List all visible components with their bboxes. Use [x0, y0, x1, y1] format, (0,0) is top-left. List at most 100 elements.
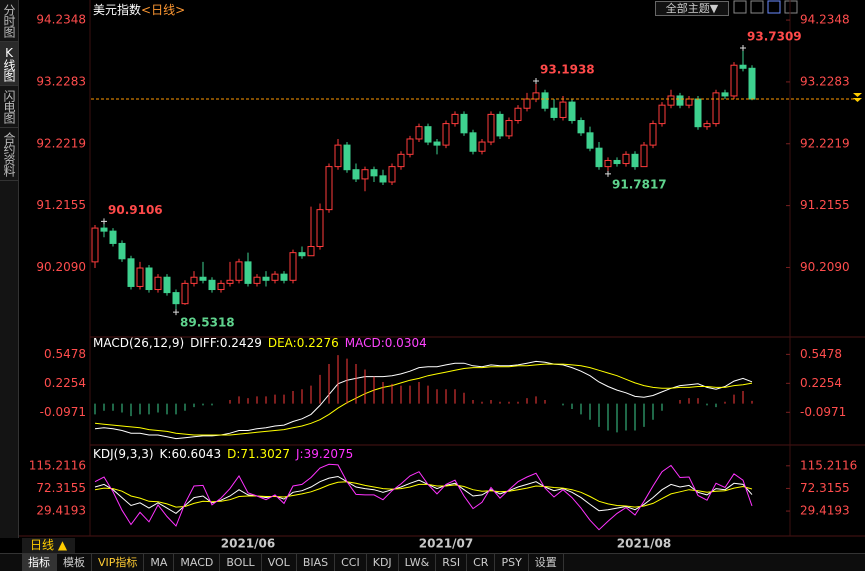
theme-button[interactable]: 全部主题▼: [655, 1, 729, 16]
candle-body: [235, 261, 243, 281]
y-tick-label: 94.2348: [36, 13, 86, 27]
extreme-marker: [740, 45, 746, 52]
candle-body: [613, 159, 621, 165]
y-tick-label: 72.3155: [36, 481, 86, 495]
y-tick-label: 94.2348: [800, 13, 850, 27]
candle-body: [352, 169, 360, 180]
candle-body: [406, 138, 414, 155]
candle-body: [577, 120, 585, 134]
candle-body: [343, 144, 351, 171]
sidebar-item[interactable]: 闪电图: [0, 86, 18, 128]
candle-body: [226, 279, 234, 284]
candle-body: [523, 98, 531, 109]
tab[interactable]: BOLL: [220, 554, 262, 571]
y-tick-label: 91.2155: [800, 198, 850, 212]
candle-body: [703, 123, 711, 128]
candle-body: [460, 113, 468, 134]
sidebar: 分时图 K线图 闪电图 合约资料: [0, 0, 19, 538]
candle-body: [370, 169, 378, 177]
y-tick-label: 0.2254: [44, 376, 86, 390]
icon[interactable]: [750, 0, 764, 14]
x-tick-label: 2021/07: [419, 537, 473, 551]
legend-value: 0.2276: [297, 336, 339, 350]
candle-body: [208, 279, 216, 291]
sidebar-item[interactable]: 分时图: [0, 0, 18, 42]
tab[interactable]: CR: [467, 554, 496, 571]
candle-body: [244, 261, 252, 284]
candle-body: [154, 276, 162, 291]
candle-body: [640, 144, 648, 168]
y-tick-label: 0.2254: [800, 376, 842, 390]
tab[interactable]: KDJ: [367, 554, 399, 571]
y-tick-label: -0.0971: [800, 405, 846, 419]
candle-body: [127, 258, 135, 287]
candle-body: [532, 92, 540, 100]
indicator-line: [94, 481, 753, 508]
candle-body: [379, 175, 387, 183]
y-tick-label: 90.2090: [36, 260, 86, 274]
sidebar-item[interactable]: K线图: [0, 42, 18, 86]
candle-body: [604, 159, 612, 168]
tab[interactable]: RSI: [436, 554, 468, 571]
legend-name: K:: [160, 447, 172, 461]
candle-body: [505, 120, 513, 137]
extreme-label: 91.7817: [612, 177, 667, 191]
tab[interactable]: MA: [144, 554, 175, 571]
candle-body: [541, 92, 549, 109]
candle-body: [667, 95, 675, 106]
extreme-marker: [101, 218, 107, 225]
candle-body: [262, 276, 270, 281]
candle-body: [496, 113, 504, 137]
last-price-marker: [853, 93, 862, 103]
x-tick-label: 2021/08: [617, 537, 671, 551]
y-tick-label: 91.2155: [36, 198, 86, 212]
tab[interactable]: 指标: [22, 554, 57, 571]
extreme-label: 93.7309: [747, 30, 802, 44]
tab[interactable]: 模板: [57, 554, 92, 571]
candle-body: [658, 104, 666, 125]
tab[interactable]: LW&: [399, 554, 437, 571]
candle-body: [568, 101, 576, 122]
tab[interactable]: BIAS: [297, 554, 336, 571]
icon[interactable]: [767, 0, 781, 14]
y-tick-label: 0.5478: [44, 347, 86, 361]
candle-body: [595, 147, 603, 168]
candle-body: [739, 64, 747, 69]
legend-name: D:: [227, 447, 240, 461]
icon[interactable]: [733, 0, 747, 14]
chart-header: 美元指数<日线>: [93, 2, 185, 17]
tab-bar: 指标 模板 VIP指标 MA MACD BOLL VOL BIAS CCI KDJ LW& RSI CR…: [0, 553, 865, 571]
candle-body: [325, 166, 333, 211]
y-tick-label: 92.2219: [36, 136, 86, 150]
legend-value: 0.2429: [220, 336, 262, 350]
candle-body: [676, 95, 684, 106]
extreme-label: 89.5318: [180, 316, 235, 330]
candle-body: [415, 126, 423, 140]
legend-name: J:: [295, 447, 304, 461]
candle-body: [163, 276, 171, 294]
tab[interactable]: MACD: [174, 554, 221, 571]
indicator-line: [94, 475, 753, 515]
indicator-header: MACD(26,12,9) DIFF:0.2429 DEA:0.2276 MACD:0…: [93, 336, 427, 350]
candle-body: [487, 113, 495, 143]
tab[interactable]: 设置: [529, 554, 564, 571]
candle-body: [271, 273, 279, 281]
candle-body: [298, 252, 306, 257]
tab[interactable]: VIP指标: [92, 554, 145, 571]
tab[interactable]: VOL: [262, 554, 297, 571]
candle-body: [559, 101, 567, 118]
icon[interactable]: [784, 0, 798, 14]
candle-body: [109, 230, 117, 244]
y-tick-label: 29.4193: [800, 504, 850, 518]
sidebar-item[interactable]: 合约资料: [0, 128, 18, 181]
candle-body: [190, 276, 198, 284]
y-tick-label: 115.2116: [800, 458, 857, 472]
candle-body: [712, 92, 720, 125]
tab[interactable]: PSY: [495, 554, 529, 571]
legend-value: 0.0304: [385, 336, 427, 350]
candle-body: [118, 242, 126, 260]
period-switch[interactable]: 日线 ▲: [22, 538, 76, 553]
candle-body: [622, 153, 630, 165]
tab[interactable]: CCI: [335, 554, 367, 571]
legend-value: 39.2075: [304, 447, 354, 461]
